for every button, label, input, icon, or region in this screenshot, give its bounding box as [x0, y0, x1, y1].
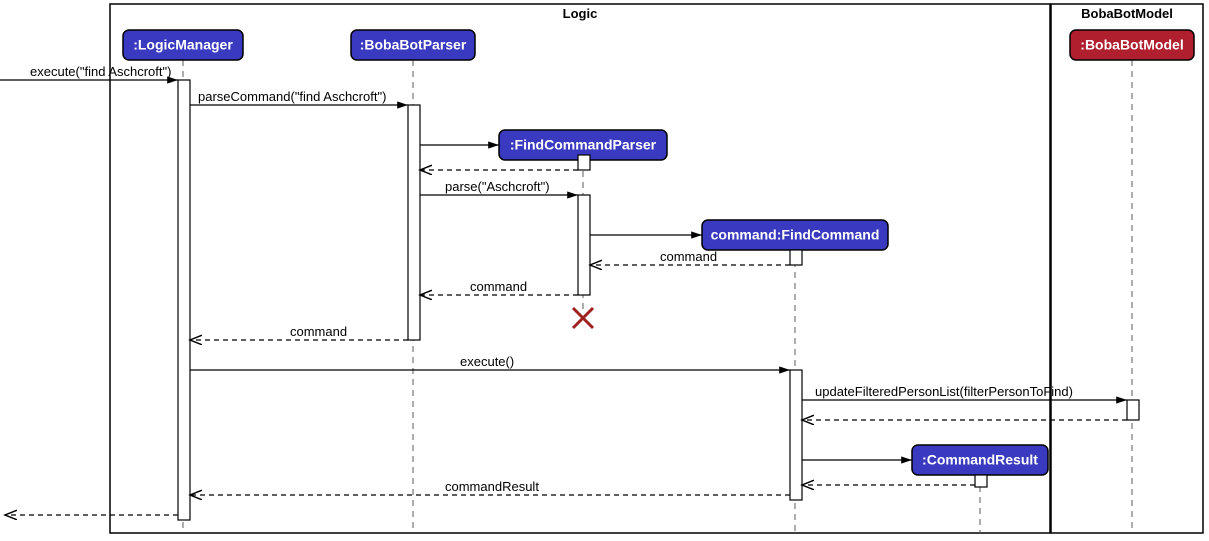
activation-fcp-2 — [578, 195, 590, 295]
activation-parser — [408, 105, 420, 340]
msg-m7-label: command — [660, 249, 717, 264]
msg-m8-label: command — [470, 279, 527, 294]
frame-model-title: BobaBotModel — [1081, 6, 1173, 21]
activation-fcp-1 — [578, 155, 590, 170]
activation-findcmd-1 — [790, 250, 802, 265]
frame-model — [1051, 4, 1203, 533]
frame-logic-title: Logic — [563, 6, 598, 21]
msg-m11-label: updateFilteredPersonList(filterPersonToF… — [815, 384, 1073, 399]
msg-m15-label: commandResult — [445, 479, 539, 494]
msg-m5-label: parse("Aschcroft") — [445, 179, 550, 194]
sequence-diagram: Logic BobaBotModel :LogicManager :BobaBo… — [0, 0, 1209, 541]
msg-m9-label: command — [290, 324, 347, 339]
msg-m10-label: execute() — [460, 354, 514, 369]
msg-m1-label: execute("find Aschcroft") — [30, 64, 171, 79]
lifeline-fcp-label: :FindCommandParser — [510, 137, 657, 153]
activation-cmdres — [975, 475, 987, 487]
activation-logicmgr — [178, 80, 190, 520]
lifeline-findcmd-label: command:FindCommand — [711, 227, 880, 243]
lifeline-logicmgr-label: :LogicManager — [133, 37, 233, 53]
activation-findcmd-2 — [790, 370, 802, 500]
lifeline-parser-label: :BobaBotParser — [360, 37, 467, 53]
lifeline-model-label: :BobaBotModel — [1080, 37, 1183, 53]
destroy-fcp-icon — [573, 308, 593, 328]
msg-m2-label: parseCommand("find Aschcroft") — [198, 89, 386, 104]
lifeline-cmdres-label: :CommandResult — [922, 452, 1038, 468]
activation-model — [1127, 400, 1139, 420]
